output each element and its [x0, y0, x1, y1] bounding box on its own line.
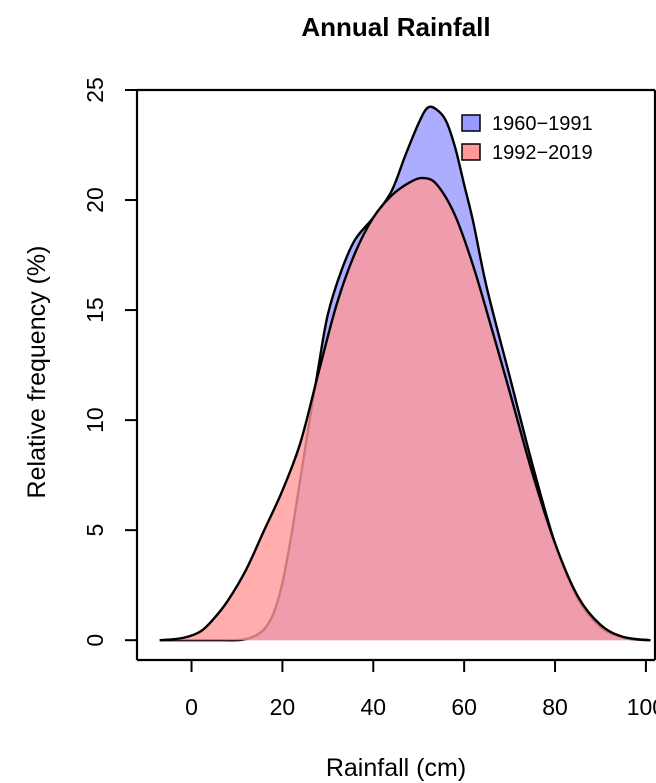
y-axis-label: Relative frequency (%) [23, 246, 51, 499]
y-tick-label-25: 25 [82, 77, 108, 103]
x-axis-label: Rainfall (cm) [326, 754, 466, 782]
x-tick-label-80: 80 [542, 694, 568, 720]
density-area-2 [159, 177, 651, 641]
chart-title: Annual Rainfall [301, 12, 490, 42]
x-tick-label-40: 40 [360, 694, 386, 720]
axes-layer: 0 5 10 15 20 25 0 20 40 60 80 100 [82, 77, 656, 720]
legend-label-1: 1960−1991 [492, 113, 593, 135]
legend: 1960−1991 1992−2019 [461, 113, 593, 164]
x-tick-label-0: 0 [185, 694, 198, 720]
y-tick-label-15: 15 [82, 297, 108, 323]
y-tick-label-20: 20 [82, 187, 108, 213]
density-outline-2 [159, 176, 651, 642]
legend-swatch-2 [461, 143, 481, 161]
x-tick-label-60: 60 [451, 694, 477, 720]
plot-layer [159, 105, 651, 642]
y-tick-label-0: 0 [82, 634, 108, 647]
legend-swatch-1 [461, 114, 481, 132]
y-tick-label-10: 10 [82, 407, 108, 433]
y-tick-label-5: 5 [82, 524, 108, 537]
x-tick-label-100: 100 [627, 694, 656, 720]
x-tick-label-20: 20 [270, 694, 296, 720]
legend-label-2: 1992−2019 [492, 142, 593, 164]
